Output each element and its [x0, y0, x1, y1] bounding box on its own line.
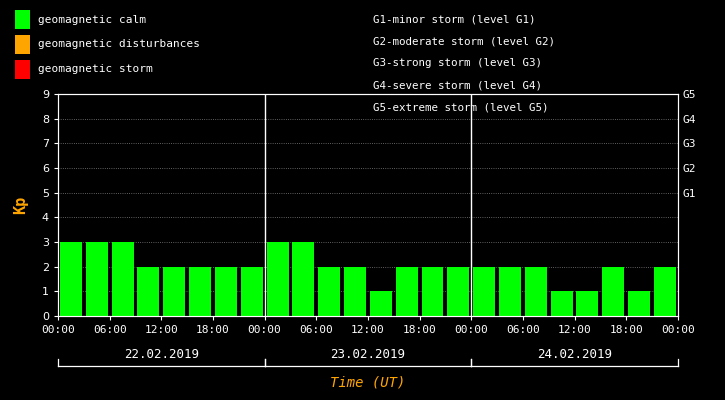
Bar	[525, 267, 547, 316]
Text: 24.02.2019: 24.02.2019	[537, 348, 612, 360]
Bar	[267, 242, 289, 316]
Bar	[602, 267, 624, 316]
Bar	[576, 291, 598, 316]
Bar	[551, 291, 573, 316]
Bar	[112, 242, 133, 316]
Bar	[241, 267, 262, 316]
Bar	[396, 267, 418, 316]
Bar	[138, 267, 160, 316]
Text: G1-minor storm (level G1): G1-minor storm (level G1)	[373, 14, 536, 24]
Text: 23.02.2019: 23.02.2019	[331, 348, 405, 360]
Bar	[86, 242, 108, 316]
Bar	[189, 267, 211, 316]
Text: geomagnetic disturbances: geomagnetic disturbances	[38, 39, 199, 49]
Bar	[499, 267, 521, 316]
Bar	[60, 242, 82, 316]
Text: geomagnetic calm: geomagnetic calm	[38, 15, 146, 25]
Text: G2-moderate storm (level G2): G2-moderate storm (level G2)	[373, 36, 555, 46]
Text: 22.02.2019: 22.02.2019	[124, 348, 199, 360]
Bar	[163, 267, 185, 316]
Bar	[318, 267, 340, 316]
Bar	[215, 267, 237, 316]
Text: G4-severe storm (level G4): G4-severe storm (level G4)	[373, 80, 542, 90]
Text: Time (UT): Time (UT)	[331, 376, 405, 390]
Bar	[447, 267, 469, 316]
Text: G3-strong storm (level G3): G3-strong storm (level G3)	[373, 58, 542, 68]
Bar	[292, 242, 315, 316]
Bar	[628, 291, 650, 316]
Bar	[370, 291, 392, 316]
Bar	[654, 267, 676, 316]
Y-axis label: Kp: Kp	[13, 196, 28, 214]
Text: G5-extreme storm (level G5): G5-extreme storm (level G5)	[373, 102, 549, 112]
Bar	[421, 267, 444, 316]
Text: geomagnetic storm: geomagnetic storm	[38, 64, 152, 74]
Bar	[473, 267, 495, 316]
Bar	[344, 267, 366, 316]
